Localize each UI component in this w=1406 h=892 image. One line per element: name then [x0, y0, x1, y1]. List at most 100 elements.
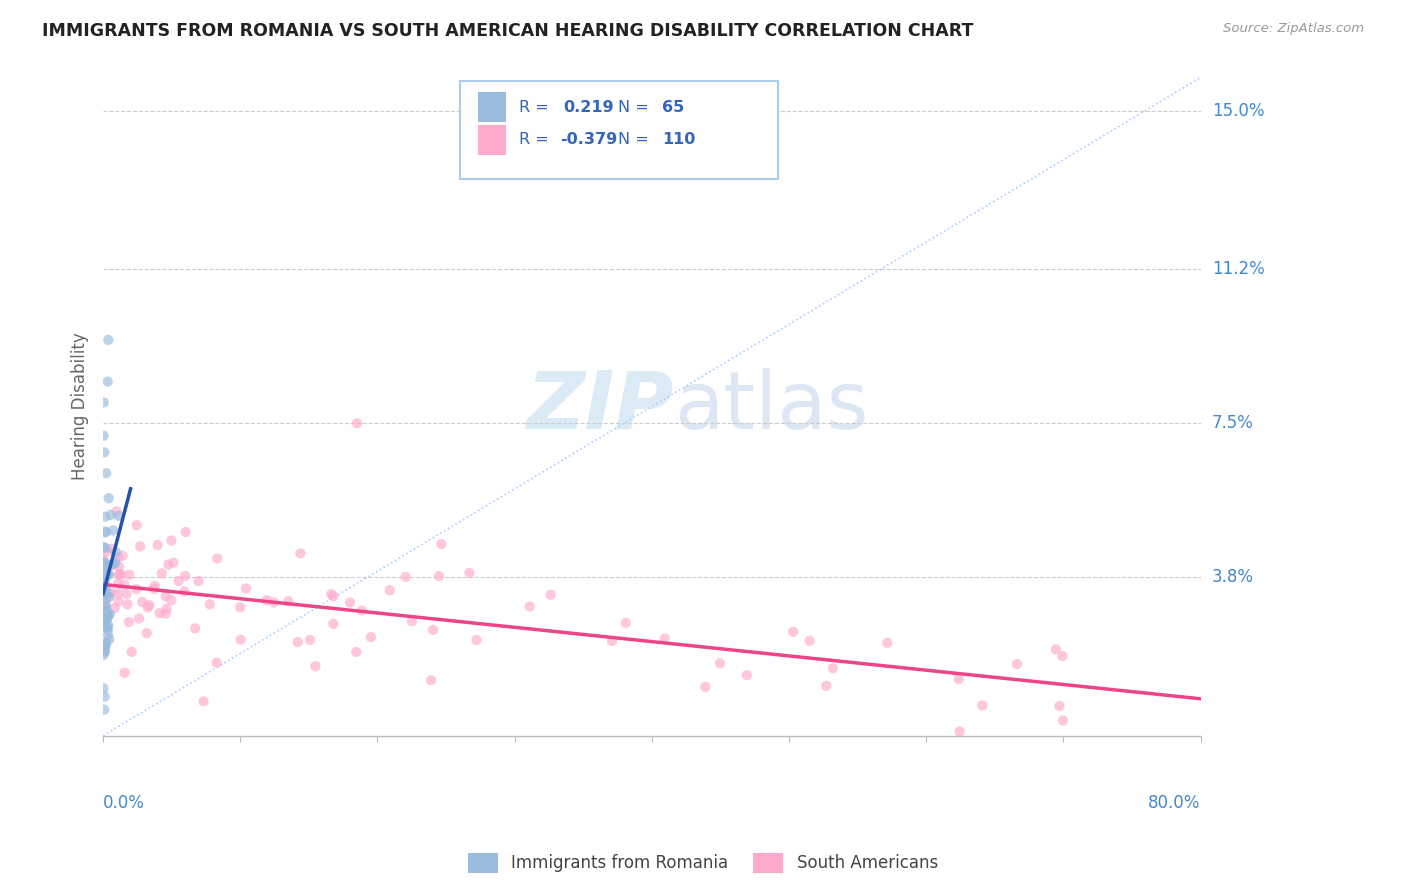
Point — [94, 541, 117, 555]
Point — [94, 640, 117, 654]
Point — [174, 524, 197, 539]
Point — [174, 569, 197, 583]
Point — [97, 375, 120, 389]
Point — [287, 635, 309, 649]
Point — [97, 619, 120, 633]
Point — [94, 600, 117, 615]
Point — [96, 611, 118, 625]
Point — [148, 606, 170, 620]
Text: 7.5%: 7.5% — [1212, 414, 1254, 433]
Text: 110: 110 — [662, 133, 695, 147]
Point — [94, 509, 117, 524]
FancyBboxPatch shape — [460, 81, 778, 179]
Text: atlas: atlas — [673, 368, 868, 446]
Point — [193, 694, 215, 708]
Point — [1052, 648, 1074, 663]
Point — [94, 645, 117, 659]
Text: ZIP: ZIP — [526, 368, 673, 446]
Point — [129, 540, 152, 554]
Point — [93, 681, 115, 696]
Point — [94, 574, 117, 588]
Point — [96, 619, 118, 633]
Point — [107, 594, 129, 608]
Point — [344, 645, 367, 659]
Point — [93, 395, 115, 409]
Point — [1049, 699, 1071, 714]
Point — [93, 562, 115, 576]
Text: 65: 65 — [662, 100, 683, 114]
Point — [948, 672, 970, 686]
Point — [155, 607, 177, 621]
Point — [94, 639, 117, 653]
Point — [97, 567, 120, 582]
Point — [167, 574, 190, 588]
Point — [160, 593, 183, 607]
Text: R =: R = — [519, 100, 554, 114]
Point — [94, 636, 117, 650]
Point — [93, 570, 115, 584]
Point — [101, 558, 124, 573]
Point — [96, 620, 118, 634]
Point — [111, 549, 134, 563]
Text: 0.219: 0.219 — [562, 100, 613, 114]
Point — [117, 597, 139, 611]
Point — [108, 567, 131, 582]
Point — [101, 524, 124, 538]
Point — [735, 668, 758, 682]
Point — [378, 583, 401, 598]
Point — [1052, 714, 1074, 728]
Point — [350, 603, 373, 617]
Point — [94, 524, 117, 539]
Point — [290, 546, 312, 560]
Point — [96, 586, 118, 600]
Point — [104, 545, 127, 559]
Point — [614, 615, 637, 630]
Point — [108, 559, 131, 574]
Point — [138, 598, 160, 612]
Point — [322, 616, 344, 631]
Point — [131, 595, 153, 609]
Point — [94, 610, 117, 624]
Point — [155, 589, 177, 603]
Point — [97, 628, 120, 642]
Point — [93, 644, 115, 658]
Point — [422, 623, 444, 637]
Text: N =: N = — [617, 100, 654, 114]
Point — [107, 550, 129, 565]
Point — [205, 656, 228, 670]
Point — [229, 600, 252, 615]
Point — [96, 558, 118, 572]
Point — [263, 595, 285, 609]
Point — [821, 661, 844, 675]
Text: 3.8%: 3.8% — [1212, 568, 1254, 586]
Point — [118, 615, 141, 629]
Point — [97, 587, 120, 601]
Point — [782, 624, 804, 639]
Point — [256, 593, 278, 607]
Point — [114, 665, 136, 680]
Point — [93, 551, 115, 566]
Point — [420, 673, 443, 688]
Point — [96, 467, 118, 481]
Point — [184, 621, 207, 635]
Point — [100, 541, 122, 556]
Point — [298, 632, 321, 647]
Point — [94, 637, 117, 651]
Point — [93, 554, 115, 568]
Point — [229, 632, 252, 647]
Point — [93, 616, 115, 631]
Point — [173, 584, 195, 599]
FancyBboxPatch shape — [478, 125, 506, 155]
Point — [96, 586, 118, 600]
Point — [97, 610, 120, 624]
Point — [110, 567, 132, 582]
Point — [160, 533, 183, 548]
Point — [125, 518, 148, 533]
Point — [465, 632, 488, 647]
Point — [143, 582, 166, 596]
Point — [815, 679, 838, 693]
Point — [394, 570, 416, 584]
Point — [107, 577, 129, 591]
Point — [146, 538, 169, 552]
Point — [97, 491, 120, 506]
